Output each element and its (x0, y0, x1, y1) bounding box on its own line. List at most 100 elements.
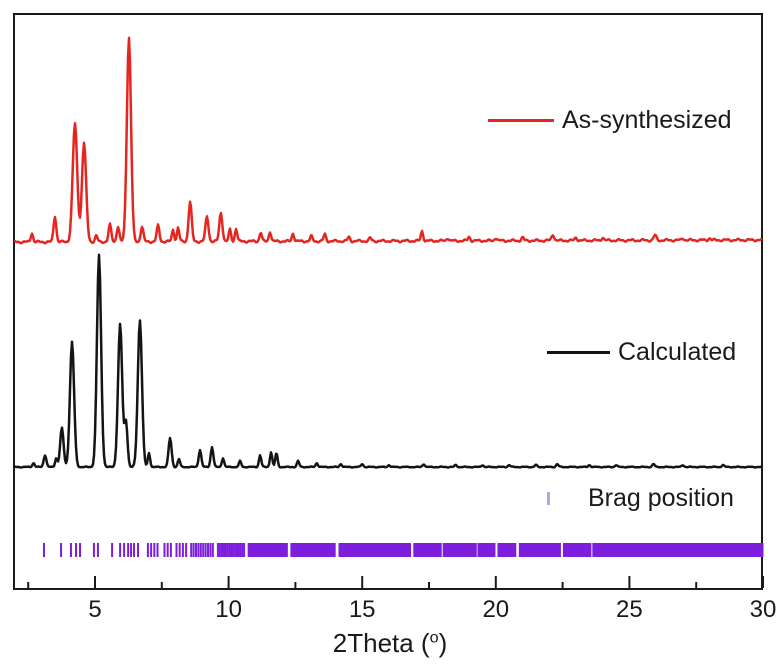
bragg-tick (192, 543, 195, 557)
bragg-tick (348, 543, 351, 557)
series-as-synthesized-path (13, 36, 763, 245)
bragg-tick (308, 543, 311, 557)
bragg-tick (382, 543, 385, 557)
bragg-tick (235, 543, 238, 557)
bragg-tick (390, 543, 393, 557)
bragg-tick (379, 543, 382, 557)
bragg-tick (371, 543, 374, 557)
bragg-tick (360, 543, 363, 557)
bragg-tick (301, 543, 304, 557)
x-tick-label-20: 20 (482, 596, 510, 623)
bragg-tick (175, 543, 178, 557)
bragg-tick (253, 543, 256, 557)
bragg-tick (216, 543, 219, 557)
bragg-tick (320, 543, 323, 557)
legend-item-brag-position: Brag position (547, 484, 734, 513)
bragg-tick (69, 543, 72, 557)
bragg-tick (374, 543, 377, 557)
bragg-tick (277, 543, 280, 557)
bragg-tick (153, 543, 156, 557)
bragg-tick (300, 543, 303, 557)
bragg-tick (365, 543, 368, 557)
bragg-tick (389, 543, 392, 557)
bragg-tick (195, 543, 198, 557)
bragg-tick (354, 543, 357, 557)
bragg-tick (137, 543, 140, 557)
bragg-tick (241, 543, 244, 557)
bragg-tick (332, 543, 335, 557)
bragg-tick (439, 543, 442, 557)
bragg-tick (388, 543, 391, 557)
bragg-tick (310, 543, 313, 557)
bragg-tick (279, 543, 282, 557)
bragg-tick (228, 543, 231, 557)
bragg-tick (166, 543, 169, 557)
legend-item-as-synthesized: As-synthesized (488, 106, 732, 135)
bragg-tick (309, 543, 312, 557)
bragg-tick (226, 543, 229, 557)
bragg-tick (239, 543, 242, 557)
bragg-tick (146, 543, 149, 557)
bragg-tick (364, 543, 367, 557)
legend-label-as-synthesized: As-synthesized (562, 106, 732, 134)
bragg-tick (381, 543, 384, 557)
bragg-tick (209, 543, 212, 557)
bragg-tick (204, 543, 207, 557)
bragg-tick (178, 543, 181, 557)
bragg-tick (284, 543, 287, 557)
bragg-tick (130, 543, 133, 557)
bragg-tick (156, 543, 159, 557)
bragg-tick (392, 543, 395, 557)
bragg-tick (254, 543, 257, 557)
bragg-tick (369, 543, 372, 557)
bragg-tick (266, 543, 269, 557)
bragg-tick (338, 543, 341, 557)
bragg-tick (344, 543, 347, 557)
bragg-tick (207, 543, 210, 557)
bragg-tick (322, 543, 325, 557)
bragg-tick (202, 543, 205, 557)
bragg-tick (325, 543, 328, 557)
bragg-tick (378, 543, 381, 557)
bragg-tick (395, 543, 398, 557)
x-axis-title: 2Theta (o) (280, 628, 500, 659)
bragg-tick (123, 543, 126, 557)
bragg-tick (351, 543, 354, 557)
bragg-tick (275, 543, 278, 557)
bragg-tick (589, 543, 592, 557)
bragg-tick (150, 543, 153, 557)
bragg-tick (399, 543, 402, 557)
bragg-tick (298, 543, 301, 557)
bragg-tick (259, 543, 262, 557)
bragg-tick (387, 543, 390, 557)
bragg-tick (247, 543, 250, 557)
bragg-tick (250, 543, 253, 557)
bragg-tick (272, 543, 275, 557)
bragg-tick (359, 543, 362, 557)
bragg-tick (396, 543, 399, 557)
x-axis-title-close: ) (438, 628, 448, 658)
bragg-tick (260, 543, 263, 557)
bragg-tick (405, 543, 408, 557)
bragg-tick (407, 543, 410, 557)
legend-tick-swatch-brag-position (547, 492, 550, 505)
bragg-tick (230, 543, 233, 557)
bragg-tick (291, 543, 294, 557)
bragg-tick (383, 543, 386, 557)
bragg-tick (133, 543, 136, 557)
bragg-tick (333, 543, 336, 557)
bragg-tick (324, 543, 327, 557)
bragg-tick (363, 543, 366, 557)
bragg-tick (304, 543, 307, 557)
bragg-tick (403, 543, 406, 557)
bragg-tick (295, 543, 298, 557)
bragg-tick (237, 543, 240, 557)
bragg-tick (257, 543, 260, 557)
bragg-tick (761, 543, 764, 557)
bragg-tick (345, 543, 348, 557)
bragg-tick (315, 543, 318, 557)
bragg-tick (263, 543, 266, 557)
bragg-tick (367, 543, 370, 557)
bragg-tick (290, 543, 293, 557)
